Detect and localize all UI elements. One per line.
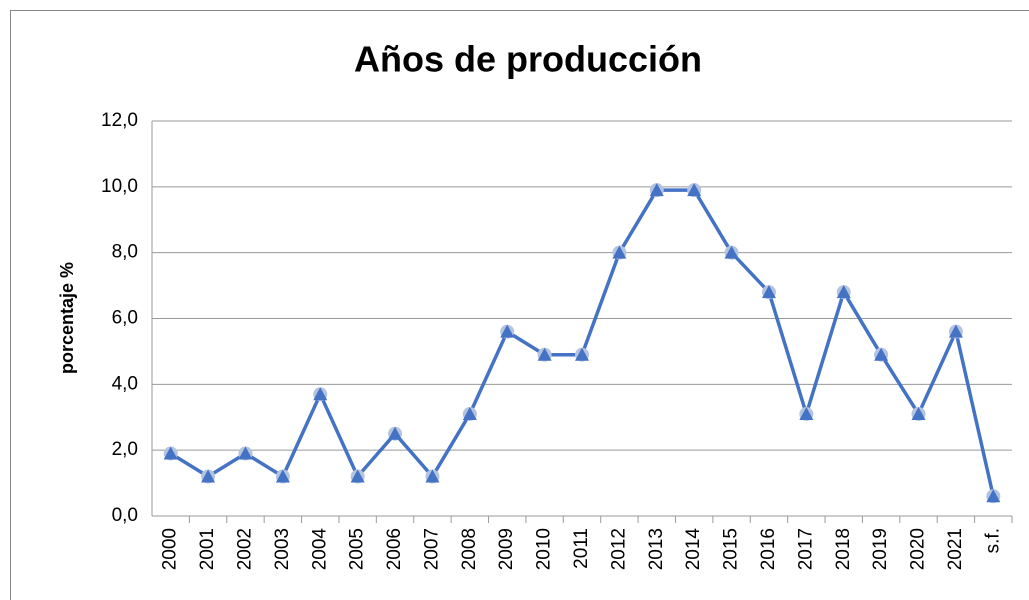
data-point (612, 245, 627, 260)
y-tick-label: 10,0 (101, 176, 138, 197)
data-point (163, 446, 178, 461)
data-point (836, 285, 851, 300)
data-point (575, 347, 589, 362)
x-tick-label: 2006 (384, 528, 405, 570)
data-point (425, 469, 440, 484)
data-point (724, 245, 739, 260)
point-marker (612, 245, 627, 259)
x-tick-label: 2010 (534, 528, 555, 570)
data-point (649, 183, 664, 198)
point-marker (462, 406, 477, 420)
data-point (238, 446, 253, 461)
x-tick-label: 2000 (160, 528, 181, 570)
x-tick-label: 2009 (496, 528, 517, 570)
x-tick-label: 2005 (347, 528, 368, 570)
point-marker (537, 347, 552, 361)
point-marker (687, 183, 702, 197)
data-point (687, 183, 702, 198)
x-tick-label: 2013 (646, 528, 667, 570)
x-tick-label: s.f. (982, 528, 1003, 553)
point-marker (724, 245, 739, 259)
y-tick-label: 12,0 (101, 110, 138, 131)
point-marker (350, 469, 365, 483)
point-marker (911, 406, 926, 420)
point-marker (313, 387, 328, 401)
x-tick-label: 2014 (683, 528, 704, 571)
point-marker (425, 469, 440, 483)
point-marker (799, 406, 814, 420)
data-point (948, 324, 963, 339)
point-marker (275, 469, 290, 483)
data-point (911, 406, 926, 421)
data-point (350, 469, 365, 484)
data-point (275, 469, 290, 484)
x-tick-label: 2017 (795, 528, 816, 570)
x-tick-label: 2001 (197, 528, 218, 570)
x-tick-label: 2008 (459, 528, 480, 570)
point-marker (761, 285, 776, 299)
x-tick-label: 2020 (908, 528, 929, 570)
y-tick-label: 2,0 (112, 439, 138, 460)
point-marker (163, 446, 178, 460)
x-tick-label: 2018 (833, 528, 854, 570)
point-marker (986, 489, 1001, 503)
point-marker (836, 285, 851, 299)
x-tick-label: 2004 (309, 528, 330, 571)
y-tick-label: 8,0 (112, 242, 138, 263)
point-marker (500, 324, 515, 338)
y-tick-label: 6,0 (112, 308, 138, 329)
x-tick-label: 2015 (721, 528, 742, 570)
data-point (313, 387, 328, 402)
y-tick-label: 0,0 (112, 505, 138, 526)
data-point (874, 347, 889, 362)
x-tick-label: 2016 (758, 528, 779, 570)
point-marker (874, 347, 889, 361)
data-point (761, 285, 776, 300)
data-point (388, 426, 403, 441)
data-point (462, 406, 477, 421)
point-marker (201, 469, 216, 483)
x-tick-label: 2003 (272, 528, 293, 570)
data-point (986, 489, 1001, 504)
point-marker (649, 183, 664, 197)
x-tick-label: 2012 (608, 528, 629, 570)
data-point (799, 406, 814, 421)
point-marker (238, 446, 253, 460)
x-tick-label: 2007 (421, 528, 442, 570)
chart-title: Años de producción (354, 39, 702, 80)
x-tick-label: 2019 (870, 528, 891, 570)
y-axis-label: porcentaje % (57, 262, 77, 374)
x-tick-label: 2011 (571, 528, 592, 569)
y-tick-label: 4,0 (112, 373, 138, 394)
point-marker (948, 324, 963, 338)
data-point (500, 324, 515, 339)
point-marker (575, 347, 589, 361)
data-point (201, 469, 216, 484)
point-marker (388, 426, 403, 440)
x-tick-label: 2002 (234, 528, 255, 570)
chart-frame (10, 10, 1029, 600)
data-point (537, 347, 552, 362)
x-tick-label: 2021 (945, 528, 966, 570)
